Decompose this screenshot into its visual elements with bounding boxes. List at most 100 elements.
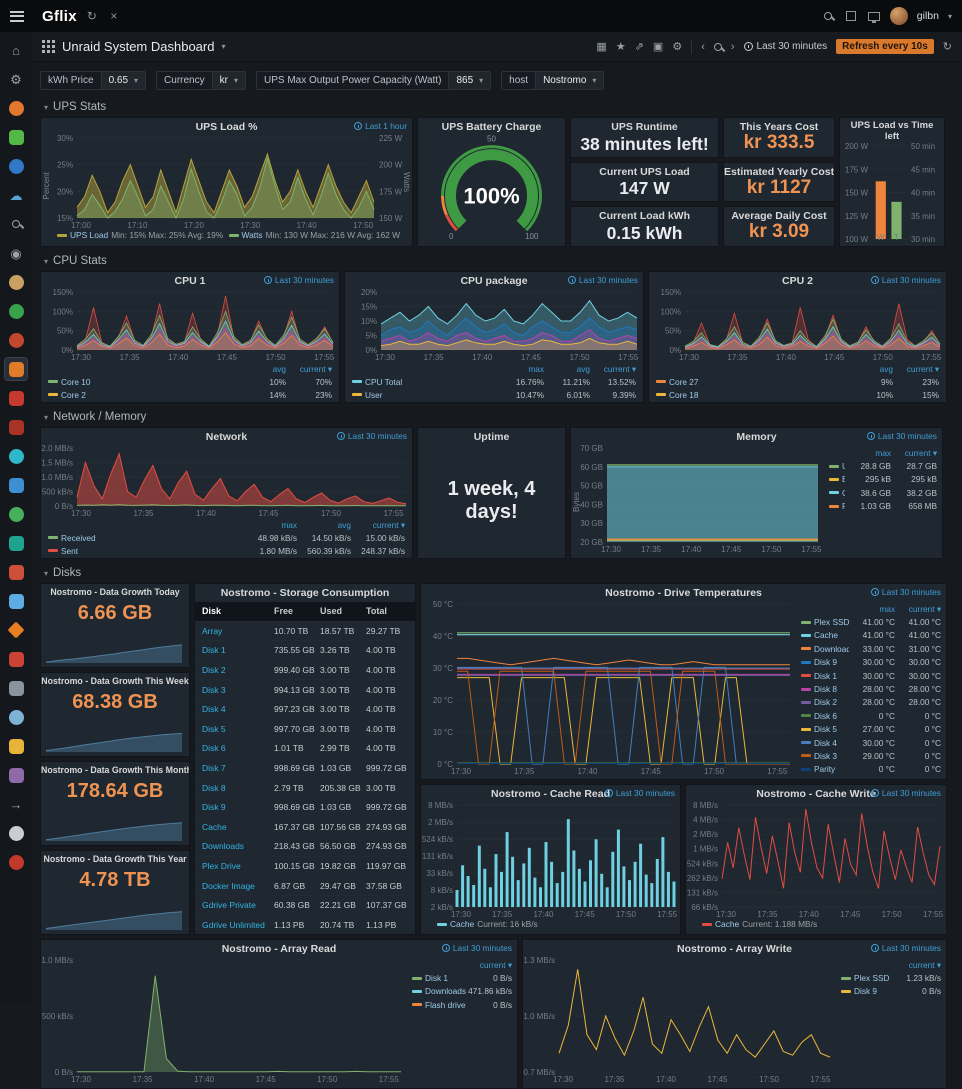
disk-name-cell[interactable]: Cache — [202, 821, 227, 832]
disk-name-cell[interactable]: Disk 9 — [202, 802, 226, 813]
time-forward-icon[interactable]: › — [730, 40, 735, 53]
legend-sort-header[interactable]: current ▾ — [908, 959, 941, 970]
legend-series-name[interactable]: Downloads — [814, 643, 849, 654]
legend-sort-header[interactable]: current ▾ — [299, 363, 332, 374]
legend-sort-header[interactable]: avg — [576, 363, 590, 374]
avatar[interactable] — [889, 7, 908, 25]
cache-read-chart[interactable]: 2 kB/s 8 kB/s 33 kB/s 131 kB/s 524 kB/s 2 MB/… — [421, 801, 680, 919]
close-icon[interactable]: × — [110, 9, 118, 23]
array-read-chart[interactable]: 0 B/s 500 kB/s 1.0 MB/s 17:30 17:35 17:40 17:4… — [41, 956, 407, 1084]
app-orange-diamond-icon[interactable] — [5, 619, 27, 641]
legend-sort-header[interactable]: current ▾ — [908, 603, 941, 614]
panel-title[interactable]: Nostromo - Array Read — [221, 943, 337, 955]
column-header[interactable]: Disk — [202, 606, 222, 617]
disk-name-cell[interactable]: Downloads — [202, 841, 245, 852]
disk-name-cell[interactable]: Disk 1 — [202, 645, 226, 656]
disk-name-cell[interactable]: Disk 4 — [202, 704, 226, 715]
panel-title[interactable]: Nostromo - Drive Temperatures — [605, 587, 762, 599]
legend-sort-header[interactable]: avg — [879, 363, 893, 374]
legend-series-name[interactable]: Cache — [814, 630, 838, 641]
panel-timerange[interactable]: Last 30 minutes — [336, 431, 407, 441]
app-green-spiral-icon[interactable] — [5, 300, 27, 322]
variable-value[interactable]: 0.65 ▾ — [102, 72, 145, 89]
disk-name-cell[interactable]: Disk 6 — [202, 743, 226, 754]
settings-icon[interactable]: ⚙ — [10, 71, 22, 87]
legend-sort-header[interactable]: max — [879, 603, 895, 614]
user-name[interactable]: gilbn — [916, 10, 939, 22]
dashboard-title[interactable]: Unraid System Dashboard — [62, 39, 215, 54]
cpu-package-chart[interactable]: 0% 5% 10% 15% 20% 17:30 17:35 17:40 17:45 17:50 17… — [345, 288, 643, 362]
legend-series-name[interactable]: Disk 8 — [814, 684, 838, 695]
cycle-icon[interactable]: ↻ — [86, 9, 97, 23]
panel-title[interactable]: Nostromo - Data Growth This Month — [41, 765, 189, 775]
panel-timerange[interactable]: Last 30 minutes — [866, 431, 937, 441]
legend-series-name[interactable]: Disk 1 — [425, 973, 449, 984]
app-blue-hand-icon[interactable] — [5, 474, 27, 496]
legend-series-name[interactable]: Cached — [842, 488, 845, 498]
save-icon[interactable]: ▣ — [652, 41, 664, 53]
disk-name-cell[interactable]: Array — [202, 625, 223, 636]
app-green-dot-icon[interactable] — [5, 503, 27, 525]
legend-series-name[interactable]: Disk 6 — [814, 710, 838, 721]
drive-temps-chart[interactable]: 0 °C 10 °C 20 °C 30 °C 40 °C 50 °C 17:30 17:35 1… — [421, 600, 796, 776]
panel-title[interactable]: Nostromo - Cache Read — [490, 788, 611, 800]
panel-timerange[interactable]: Last 1 hour — [354, 121, 407, 131]
legend-sort-header[interactable]: max — [281, 519, 297, 530]
disk-name-cell[interactable]: Disk 5 — [202, 723, 226, 734]
ups-load-vs-time-chart[interactable]: 100 W 125 W 150 W 175 W 200 W 30 min 35 min 40 … — [840, 142, 944, 244]
panel-timerange[interactable]: Last 30 minutes — [870, 275, 941, 285]
cpu1-chart[interactable]: 0% 50% 100% 150% 17:30 17:35 17:40 17:45 17:50 17… — [41, 288, 339, 362]
column-header[interactable]: Used — [320, 606, 343, 617]
app-github-icon[interactable] — [5, 822, 27, 844]
panel-title[interactable]: Average Daily Cost — [731, 210, 827, 222]
cpu2-chart[interactable]: 0% 50% 100% 150% 17:30 17:35 17:40 17:45 17:50 17… — [649, 288, 946, 362]
star-icon[interactable]: ★ — [615, 41, 626, 53]
legend-sort-header[interactable]: current ▾ — [372, 519, 405, 530]
column-header[interactable]: Free — [274, 606, 294, 617]
time-range-picker[interactable]: Last 30 minutes — [743, 41, 827, 52]
app-droplet-icon[interactable] — [5, 706, 27, 728]
legend-series-name[interactable]: Core 27 — [669, 376, 699, 387]
legend-series-name[interactable]: Buffered — [842, 474, 845, 485]
zoom-out-icon[interactable] — [713, 42, 722, 51]
legend-series-name[interactable]: Used — [842, 461, 845, 471]
panel-title[interactable]: Current Load kWh — [599, 210, 690, 223]
legend-sort-header[interactable]: max — [528, 363, 544, 374]
legend-sort-header[interactable]: current ▾ — [479, 959, 512, 970]
refresh-icon[interactable]: ↻ — [942, 41, 952, 53]
refresh-interval-picker[interactable]: Refresh every 10s — [836, 39, 934, 54]
panel-title[interactable]: Current UPS Load — [599, 165, 690, 178]
panel-title[interactable]: Estimated Yearly Cost — [724, 165, 834, 177]
share-icon[interactable]: ⇗ — [634, 41, 644, 53]
logout-icon[interactable]: → — [9, 796, 23, 812]
panel-title[interactable]: UPS Battery Charge — [441, 121, 542, 133]
row-header-cpu-stats[interactable]: ▾ CPU Stats — [32, 251, 962, 271]
disk-name-cell[interactable]: Disk 8 — [202, 782, 226, 793]
app-stripes-icon[interactable] — [5, 561, 27, 583]
panel-title[interactable]: Nostromo - Storage Consumption — [220, 587, 390, 599]
legend-series-name[interactable]: Disk 9 — [854, 986, 878, 997]
column-header[interactable]: Total — [366, 606, 387, 617]
panel-title[interactable]: UPS Load vs Time left — [850, 120, 934, 142]
panel-timerange[interactable]: Last 30 minutes — [567, 275, 638, 285]
app-crimson-icon[interactable] — [5, 416, 27, 438]
panel-title[interactable]: Nostromo - Data Growth This Week — [41, 676, 189, 686]
home-icon[interactable]: ⌂ — [12, 42, 20, 58]
legend-sort-header[interactable]: max — [875, 447, 891, 458]
variable-value[interactable]: kr ▾ — [213, 72, 245, 89]
panel-title[interactable]: UPS Load % — [195, 121, 258, 133]
disk-name-cell[interactable]: Plex Drive — [202, 861, 241, 872]
memory-chart[interactable]: 20 GB 30 GB 40 GB 50 GB 60 GB 70 GB 17:30 17:35… — [571, 444, 824, 554]
display-icon[interactable] — [867, 11, 881, 23]
panel-timerange[interactable]: Last 30 minutes — [870, 943, 941, 953]
legend-sort-header[interactable]: avg — [272, 363, 286, 374]
variable-value[interactable]: 865 ▾ — [449, 72, 490, 89]
disk-name-cell[interactable]: Disk 3 — [202, 684, 226, 695]
panel-title[interactable]: Nostromo - Data Growth Today — [50, 587, 180, 597]
app-users-icon[interactable]: ◉ — [10, 245, 22, 261]
app-red-shield-icon[interactable] — [5, 387, 27, 409]
panel-title[interactable]: UPS Runtime — [611, 121, 678, 133]
app-red-ring-icon[interactable] — [5, 851, 27, 873]
legend-series-name[interactable]: Parity — [814, 764, 836, 775]
menu-icon[interactable] — [0, 10, 34, 22]
